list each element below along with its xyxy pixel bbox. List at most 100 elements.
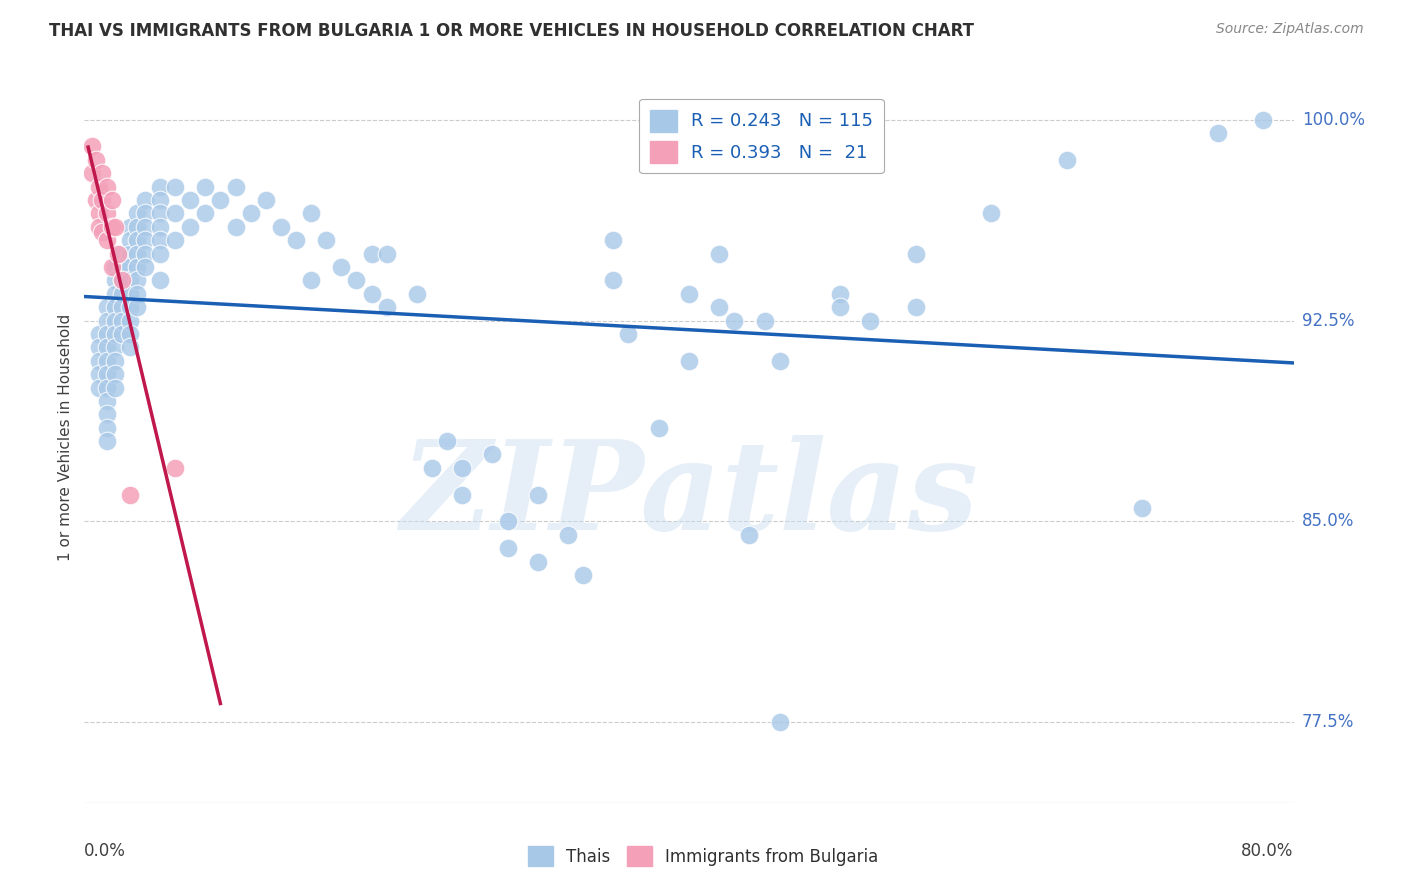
Point (769, 353, 792, 368)
Point (89, 367, 111, 381)
Text: 80.0%: 80.0% (1241, 842, 1294, 860)
Point (1056, 153, 1078, 167)
Point (980, 206, 1002, 220)
Point (111, 246, 134, 260)
Point (111, 273, 134, 287)
Point (91, 225, 114, 239)
Point (86, 153, 108, 167)
Point (738, 528, 761, 542)
Point (134, 193, 156, 207)
Point (111, 286, 134, 301)
Point (572, 568, 595, 582)
Point (96, 367, 118, 381)
Text: 85.0%: 85.0% (1302, 513, 1354, 531)
Point (104, 313, 127, 327)
Point (709, 300, 731, 314)
Point (481, 448, 503, 462)
Point (104, 380, 127, 394)
Point (118, 273, 141, 287)
Point (149, 246, 172, 260)
Point (165, 179, 187, 194)
Point (315, 233, 337, 247)
Point (602, 273, 624, 287)
Point (96, 420, 118, 434)
Point (904, 300, 927, 314)
Point (134, 233, 156, 247)
Point (225, 179, 247, 194)
Point (127, 246, 149, 260)
Point (96, 233, 118, 247)
Point (89, 380, 111, 394)
Point (330, 260, 353, 274)
Point (111, 260, 134, 274)
Point (107, 246, 129, 260)
Point (194, 179, 217, 194)
Point (89, 179, 111, 194)
Point (89, 219, 111, 234)
Point (769, 715, 792, 730)
Point (104, 260, 127, 274)
Point (118, 300, 141, 314)
Point (118, 260, 141, 274)
Text: Source: ZipAtlas.com: Source: ZipAtlas.com (1216, 22, 1364, 37)
Point (96, 353, 118, 368)
Point (375, 246, 398, 260)
Point (496, 541, 519, 556)
Text: 0.0%: 0.0% (84, 842, 127, 860)
Point (89, 206, 111, 220)
Point (96, 407, 118, 421)
Point (96, 380, 118, 394)
Point (360, 286, 382, 301)
Text: 100.0%: 100.0% (1302, 111, 1365, 128)
Point (678, 286, 700, 301)
Point (80, 139, 103, 153)
Point (127, 300, 149, 314)
Point (239, 206, 262, 220)
Point (617, 326, 640, 341)
Point (194, 206, 217, 220)
Legend: Thais, Immigrants from Bulgaria: Thais, Immigrants from Bulgaria (519, 838, 887, 875)
Legend: R = 0.243   N = 115, R = 0.393   N =  21: R = 0.243 N = 115, R = 0.393 N = 21 (638, 99, 884, 173)
Point (346, 273, 368, 287)
Y-axis label: 1 or more Vehicles in Household: 1 or more Vehicles in Household (58, 313, 73, 561)
Point (104, 353, 127, 368)
Point (91, 193, 114, 207)
Point (118, 313, 141, 327)
Point (134, 219, 156, 234)
Point (89, 340, 111, 354)
Point (104, 340, 127, 354)
Text: 77.5%: 77.5% (1302, 714, 1354, 731)
Point (602, 233, 624, 247)
Point (89, 353, 111, 368)
Point (1130, 501, 1153, 516)
Point (104, 367, 127, 381)
Point (285, 233, 308, 247)
Point (859, 313, 882, 327)
Point (104, 219, 127, 234)
Point (149, 219, 172, 234)
Text: ZIPatlas: ZIPatlas (399, 434, 979, 557)
Point (1206, 126, 1229, 140)
Point (118, 246, 141, 260)
Point (375, 300, 398, 314)
Point (299, 206, 322, 220)
Point (104, 273, 127, 287)
Point (254, 193, 277, 207)
Point (111, 326, 134, 341)
Point (496, 515, 519, 529)
Point (134, 260, 156, 274)
Point (165, 206, 187, 220)
Point (179, 219, 201, 234)
Point (118, 488, 141, 502)
Point (648, 420, 671, 434)
Point (436, 434, 458, 449)
Point (360, 246, 382, 260)
Point (754, 313, 776, 327)
Point (89, 326, 111, 341)
Point (96, 300, 118, 314)
Point (96, 313, 118, 327)
Point (165, 461, 187, 475)
Point (111, 313, 134, 327)
Point (830, 300, 852, 314)
Point (134, 206, 156, 220)
